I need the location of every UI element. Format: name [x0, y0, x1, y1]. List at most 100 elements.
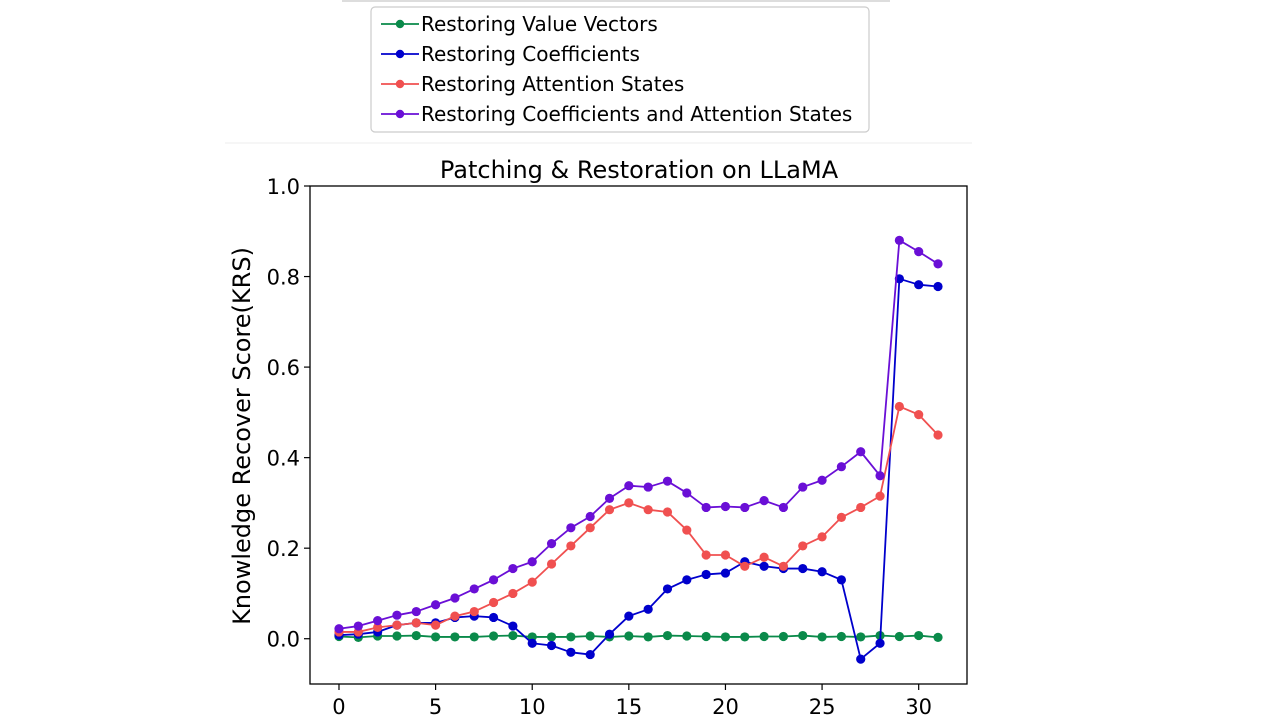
data-point	[450, 593, 460, 603]
data-point	[759, 561, 769, 571]
data-point	[662, 476, 673, 486]
data-point	[527, 632, 537, 642]
legend-swatch-marker	[395, 79, 405, 89]
data-point	[373, 616, 383, 626]
data-point	[604, 629, 615, 639]
data-point	[392, 631, 402, 641]
chart-title: Patching & Restoration on LLaMA	[440, 156, 839, 184]
data-point	[856, 632, 866, 642]
legend-swatch-marker	[395, 109, 405, 119]
data-point	[798, 563, 808, 574]
data-point	[662, 507, 673, 517]
series-4	[334, 235, 943, 634]
data-point	[856, 502, 866, 513]
y-tick-label: 0.8	[267, 266, 300, 290]
data-point	[469, 584, 479, 594]
data-point	[643, 604, 653, 614]
data-point	[546, 539, 557, 549]
data-point	[566, 632, 576, 642]
data-point	[778, 561, 789, 571]
data-point	[662, 584, 673, 594]
data-point	[701, 631, 711, 642]
data-point	[701, 502, 711, 513]
data-point	[759, 496, 769, 506]
data-point	[488, 575, 499, 585]
data-point	[701, 569, 711, 580]
data-point	[469, 606, 479, 617]
data-point	[720, 550, 731, 560]
data-point	[450, 611, 460, 621]
data-point	[469, 632, 479, 642]
plot-area	[309, 185, 968, 685]
data-point	[778, 502, 789, 513]
data-point	[643, 505, 653, 515]
data-point	[836, 512, 846, 522]
data-point	[682, 631, 692, 641]
legend-item: Restoring Value Vectors	[381, 12, 658, 36]
data-point	[894, 235, 904, 245]
data-point	[392, 610, 402, 620]
data-point	[720, 568, 731, 578]
data-point	[817, 475, 827, 485]
data-point	[817, 532, 827, 542]
legend: Restoring Value Vectors Restoring Coeffic…	[370, 6, 870, 133]
data-point	[875, 491, 885, 501]
data-point	[508, 630, 518, 641]
legend-item: Restoring Coefficients and Attention Sta…	[381, 102, 852, 126]
y-tick-label: 0.6	[267, 356, 300, 380]
data-point	[546, 559, 557, 569]
data-point	[585, 631, 595, 641]
data-point	[914, 247, 924, 257]
data-point	[624, 481, 634, 491]
data-point	[701, 550, 711, 560]
data-point	[682, 488, 692, 498]
data-point	[373, 622, 383, 633]
data-point	[933, 430, 943, 440]
data-point	[914, 410, 924, 420]
data-point	[527, 557, 537, 567]
data-point	[450, 632, 460, 642]
legend-swatch-marker	[395, 19, 405, 29]
data-point	[431, 632, 441, 642]
data-point	[566, 647, 576, 657]
data-point	[624, 611, 634, 621]
y-tick-label: 0.0	[267, 628, 300, 652]
data-point	[585, 649, 595, 660]
data-point	[643, 482, 653, 492]
x-tick-label: 25	[809, 695, 836, 719]
data-point	[875, 638, 885, 648]
data-point	[778, 631, 789, 642]
legend-item: Restoring Coefficients	[381, 42, 640, 66]
data-point	[798, 630, 808, 641]
y-axis-label: Knowledge Recover Score(KRS)	[228, 247, 256, 625]
data-point	[875, 471, 885, 481]
data-point	[836, 631, 846, 642]
data-point	[624, 631, 634, 641]
data-point	[527, 577, 537, 587]
data-point	[759, 552, 769, 562]
data-point	[585, 511, 595, 522]
data-point	[508, 621, 518, 631]
series-line	[338, 634, 939, 639]
data-point	[643, 632, 653, 642]
data-point	[856, 447, 866, 457]
legend-label: Restoring Coefficients	[421, 42, 640, 66]
data-point	[604, 493, 615, 503]
data-point	[720, 501, 731, 512]
data-point	[682, 525, 692, 535]
data-point	[508, 588, 518, 599]
x-tick-label: 30	[905, 695, 932, 719]
data-point	[411, 630, 421, 641]
x-tick-label: 20	[712, 695, 739, 719]
data-point	[759, 631, 769, 642]
legend-box	[370, 6, 870, 133]
data-point	[353, 621, 363, 631]
y-tick-label: 1.0	[267, 175, 300, 199]
data-point	[508, 563, 518, 574]
data-point	[411, 606, 421, 617]
data-point	[798, 541, 808, 551]
data-point	[894, 631, 904, 642]
data-point	[740, 561, 750, 571]
data-point	[836, 462, 846, 472]
data-point	[740, 502, 750, 513]
